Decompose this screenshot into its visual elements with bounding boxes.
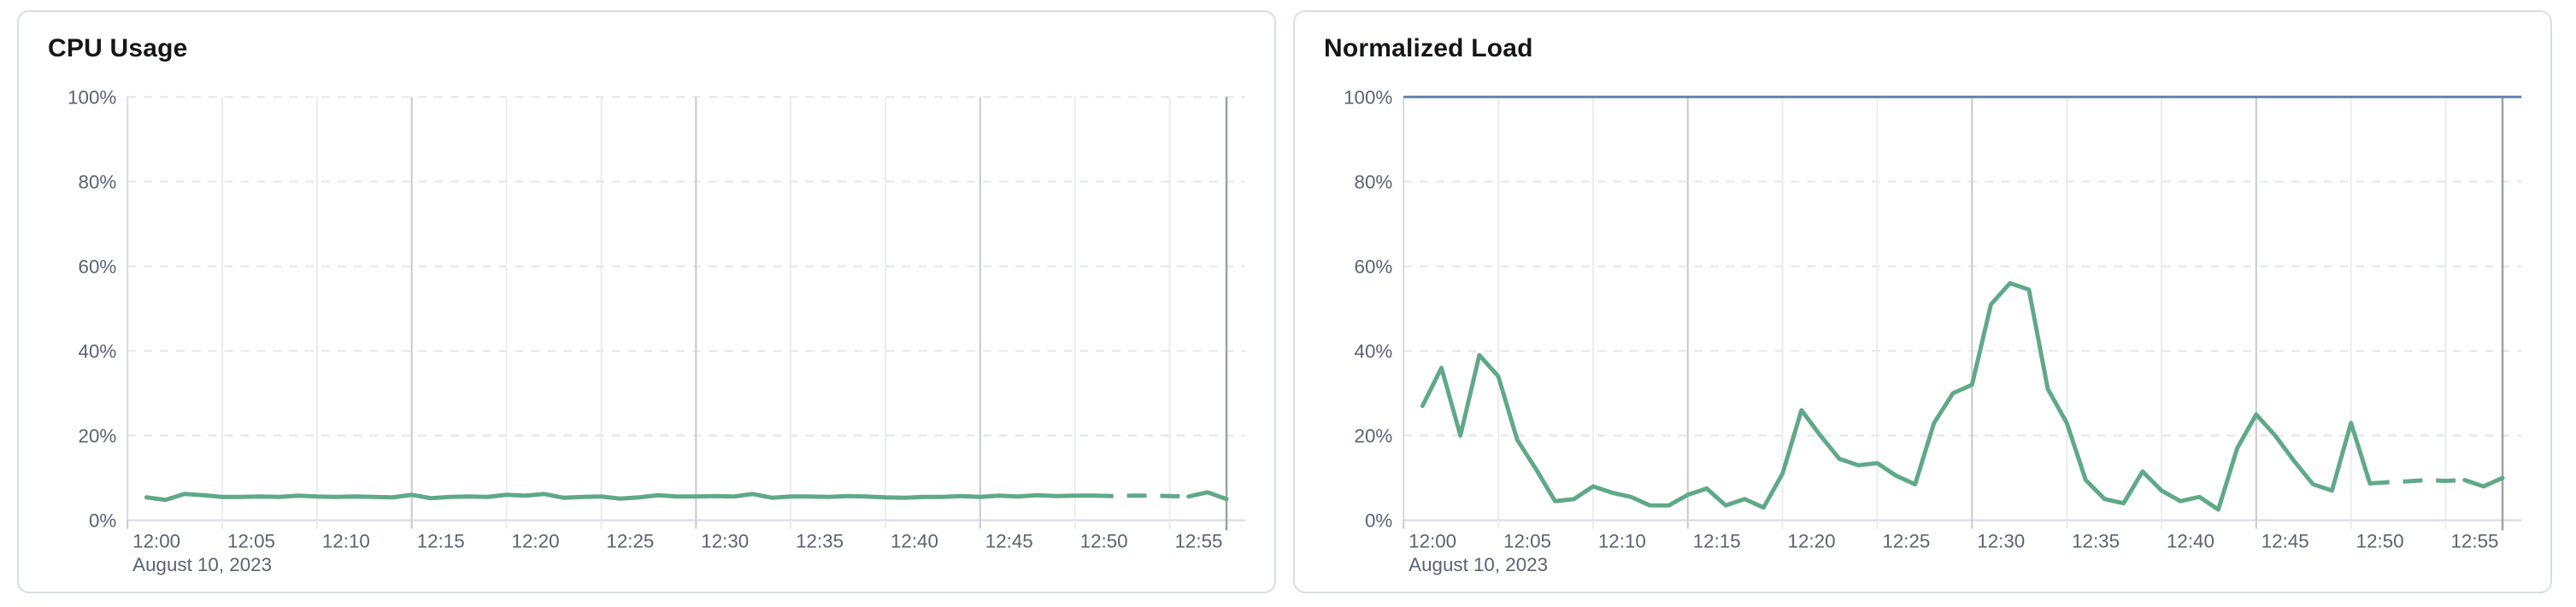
x-axis-label: 12:05 (1503, 530, 1551, 551)
series-line-dashed (1093, 493, 1189, 499)
series-line-solid (144, 492, 1097, 503)
x-axis-label: 12:35 (2072, 530, 2120, 551)
x-axis-label: 12:55 (2450, 530, 2498, 551)
x-axis-label: 12:10 (322, 530, 370, 551)
y-axis-label: 0% (1365, 510, 1392, 531)
y-axis-label: 100% (68, 86, 116, 108)
y-axis-label: 60% (79, 256, 117, 277)
normalized-load-chart[interactable]: 0% 20% 40% 60% 80% 100% 12:00 12:05 12:10 12:15 12… (1295, 12, 2550, 592)
x-axis-label: 12:30 (1977, 530, 2025, 551)
x-axis-label: 12:45 (2261, 530, 2309, 551)
x-axis-label: 12:25 (1882, 530, 1930, 551)
panel-cpu-usage: CPU Usage 0% 20% 40% 60% 80% 100% 12:00 12:05 12… (17, 10, 1276, 593)
y-axis-label: 100% (1344, 86, 1392, 108)
y-axis-label: 0% (89, 510, 116, 531)
x-axis-date-label: August 10, 2023 (1409, 554, 1548, 575)
series-line-solid-tail (1186, 490, 1229, 502)
y-axis-label: 60% (1355, 256, 1393, 277)
x-axis-label: 12:25 (606, 530, 654, 551)
y-axis-label: 20% (1355, 425, 1393, 446)
x-axis-label: 12:45 (985, 530, 1033, 551)
x-axis-label: 12:15 (417, 530, 465, 551)
y-axis-label: 80% (79, 171, 117, 192)
x-axis-label: 12:50 (2356, 530, 2404, 551)
panel-normalized-load: Normalized Load 0% 20% 40% 60% 80% 100% 12:00 1… (1293, 10, 2552, 593)
x-axis-label: 12:40 (891, 530, 938, 551)
y-axis-label: 40% (79, 340, 117, 362)
x-axis-label: 12:10 (1598, 530, 1646, 551)
cpu-usage-chart[interactable]: 0% 20% 40% 60% 80% 100% 12:00 12:05 12:10 12:15 12… (19, 12, 1274, 592)
x-axis-label: 12:55 (1174, 530, 1222, 551)
x-axis-label: 12:50 (1080, 530, 1128, 551)
series-line-solid-tail (2462, 475, 2505, 489)
series-line-solid (1420, 280, 2373, 512)
x-axis-label: 12:20 (1788, 530, 1836, 551)
y-axis-label: 20% (79, 425, 117, 446)
x-axis-label: 12:00 (1409, 530, 1456, 551)
panel-title-cpu-usage: CPU Usage (48, 34, 188, 62)
x-axis-label: 12:35 (796, 530, 844, 551)
x-axis-label: 12:05 (227, 530, 275, 551)
series-line-dashed (2369, 477, 2465, 486)
x-axis-label: 12:30 (701, 530, 749, 551)
x-axis-label: 12:20 (512, 530, 560, 551)
panel-title-normalized-load: Normalized Load (1324, 34, 1533, 62)
y-axis-label: 40% (1355, 340, 1393, 362)
x-axis-date-label: August 10, 2023 (132, 554, 272, 575)
x-axis-label: 12:15 (1693, 530, 1741, 551)
y-axis-label: 80% (1355, 171, 1393, 192)
x-axis-label: 12:40 (2167, 530, 2214, 551)
x-axis-label: 12:00 (132, 530, 180, 551)
